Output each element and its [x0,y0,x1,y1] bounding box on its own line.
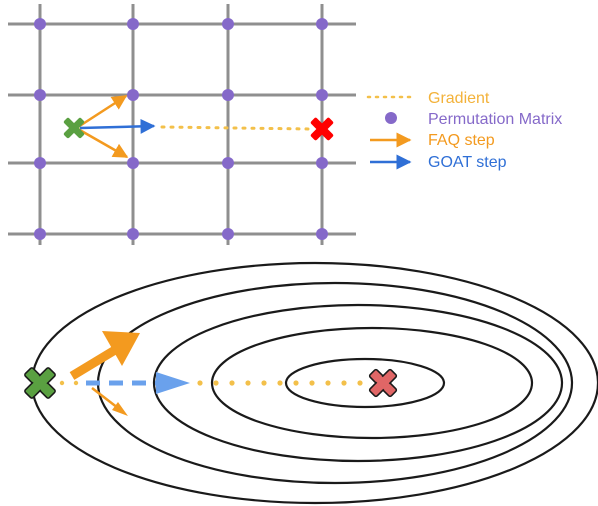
contour-ring [210,326,534,440]
gradient-dot [325,380,331,386]
permutation-node [222,89,234,101]
faq-step-arrow-down [77,127,129,159]
gradient-dot [245,380,251,386]
legend-faq-label: FAQ step [428,132,495,149]
x-mark-icon [310,117,334,141]
legend-gradient-label: Gradient [428,90,490,107]
gradient-dot [357,380,363,386]
gradient-dot [213,380,219,386]
legend-permutation-swatch [385,112,397,124]
gradient-dot [341,380,347,386]
grid-panel [8,4,356,245]
legend-goat-label: GOAT step [428,154,507,171]
permutation-node [222,18,234,30]
gradient-dot [229,380,235,386]
faq-step-arrow-up [77,94,128,129]
x-mark-icon [63,117,85,139]
permutation-node [316,228,328,240]
contour-ring [152,303,564,463]
permutation-node [222,157,234,169]
permutation-node [127,157,139,169]
permutation-node [222,228,234,240]
gradient-dot [261,380,267,386]
gradient-dot [277,380,283,386]
permutation-node [127,18,139,30]
gradient-path [160,125,314,131]
gradient-dot [309,380,315,386]
gradient-path-bottom [59,380,363,386]
goat-step-arrow [79,118,156,134]
permutation-node [316,18,328,30]
permutation-node [34,228,46,240]
x-mark-icon [368,368,398,398]
gradient-dot [197,380,203,386]
grid-lines-horizontal [8,22,356,236]
permutation-node [34,157,46,169]
permutation-node [34,18,46,30]
faq-step-arrow-bottom [69,331,140,380]
grid-lines-vertical [38,4,324,245]
x-mark-icon [24,367,56,399]
contour-ring [284,357,446,409]
contour-panel [30,261,598,505]
permutation-node [316,157,328,169]
permutation-node [316,89,328,101]
gradient-dot [293,380,299,386]
permutation-node [127,228,139,240]
permutation-node [127,89,139,101]
gradient-dot [59,380,65,386]
faq-step-arrow-bottom-small [91,387,128,416]
gradient-dot [73,380,79,386]
legend-permutation-label: Permutation Matrix [428,111,562,128]
legend: Gradient Permutation Matrix FAQ step GOA… [366,90,562,171]
permutation-nodes [34,18,328,240]
permutation-node [34,89,46,101]
goat-step-arrow-bottom [86,372,190,394]
